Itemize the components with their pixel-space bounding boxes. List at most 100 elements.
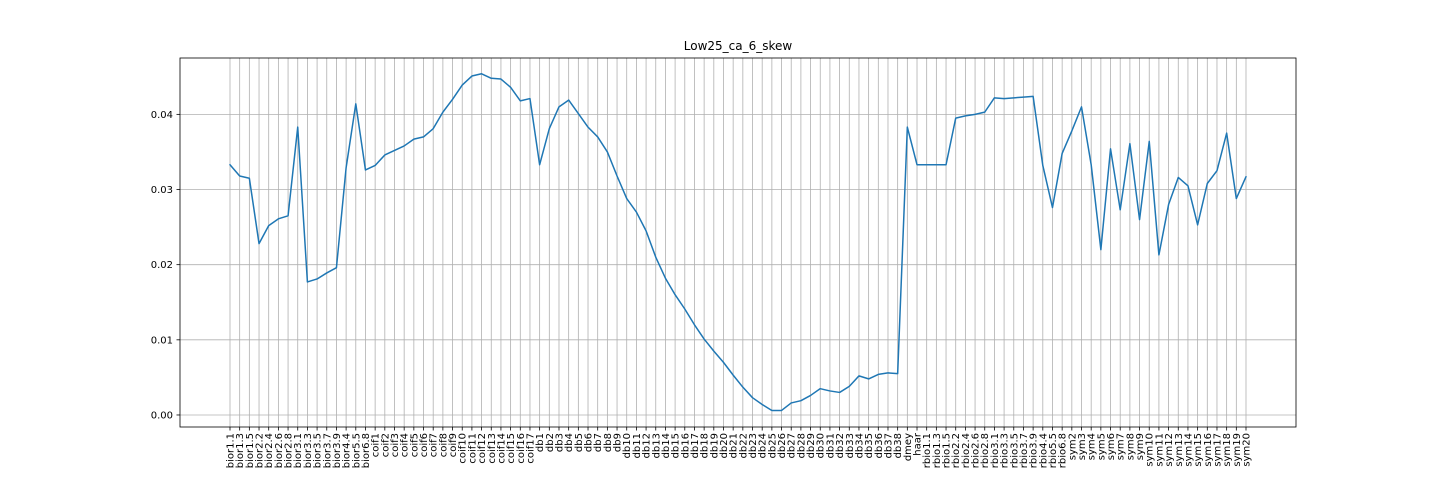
x-tick-label: db29 [806,433,817,458]
x-tick-label: sym16 [1203,433,1214,467]
series-line [229,73,1247,412]
x-tick-label: coif10 [458,433,469,464]
x-tick-label: sym15 [1193,433,1204,467]
x-tick-label: coif11 [467,433,478,464]
x-tick-label: db20 [719,433,730,458]
x-tick-label: db12 [642,433,653,458]
x-tick-label: db5 [574,433,585,452]
x-tick-label: bior2.8 [284,433,295,468]
x-tick-label: sym19 [1232,433,1243,467]
x-tick-label: bior2.2 [255,433,266,468]
x-tick-label: db25 [767,433,778,458]
x-tick-label: rbio2.6 [971,433,982,468]
x-tick-label: rbio3.3 [1000,433,1011,468]
x-tick-label: db35 [864,433,875,458]
x-tick-label: bior4.4 [342,433,353,468]
grid [180,58,1296,427]
x-tick-label: rbio3.5 [1009,433,1020,468]
x-tick-label: rbio1.5 [942,433,953,468]
x-tick-label: rbio2.2 [951,433,962,468]
x-tick-label: sym5 [1096,433,1107,460]
x-tick-label: db8 [603,433,614,452]
x-tick-label: db22 [738,433,749,458]
x-tick-label: sym4 [1087,433,1098,460]
x-tick-label: db17 [690,433,701,458]
x-tick-label: db13 [651,433,662,458]
x-tick-label: db11 [632,433,643,458]
x-tick-label: db15 [671,433,682,458]
x-tick-label: db27 [787,433,798,458]
x-tick-label: dmey [903,433,914,461]
x-tick-label: rbio3.9 [1029,433,1040,468]
x-tick-label: bior5.5 [351,433,362,468]
x-tick-label: sym14 [1183,433,1194,467]
x-tick-label: coif3 [390,433,401,457]
x-tick-label: coif4 [400,433,411,457]
plot-frame [179,57,1297,428]
y-tick-label: 0.00 [151,410,173,421]
x-tick-label: db32 [835,433,846,458]
x-tick-label: coif6 [419,433,430,457]
x-tick-label: coif9 [448,433,459,457]
x-tick-label: sym7 [1116,433,1127,460]
x-tick-label: coif15 [506,433,517,464]
x-tick-label: db24 [758,433,769,458]
x-tick-label: sym17 [1212,433,1223,467]
x-tick-label: db6 [584,433,595,452]
x-tick-label: db16 [680,433,691,458]
x-tick-label: rbio3.7 [1019,433,1030,468]
x-tick-label: sym13 [1174,433,1185,467]
x-tick-label: rbio3.1 [990,433,1001,468]
x-tick-label: sym11 [1154,433,1165,467]
x-tick-label: coif5 [409,433,420,457]
x-tick-label: coif17 [525,433,536,464]
x-tick-label: rbio1.1 [922,433,933,468]
x-tick-label: bior2.4 [264,433,275,468]
x-tick-label: bior6.8 [361,433,372,468]
x-tick-label: db2 [545,433,556,452]
x-tick-label: sym2 [1067,433,1078,460]
x-tick-label: coif8 [438,433,449,457]
y-tick-label: 0.02 [151,260,173,271]
x-tick-label: rbio2.4 [961,433,972,468]
x-tick-label: rbio5.5 [1048,433,1059,468]
x-tick-label: coif12 [477,433,488,464]
x-tick-label: bior3.7 [322,433,333,468]
chart-title: Low25_ca_6_skew [684,39,793,53]
x-tick-label: db37 [883,433,894,458]
x-tick-label: rbio4.4 [1038,433,1049,468]
y-tick-label: 0.01 [151,335,173,346]
x-tick-label: db14 [661,433,672,458]
x-tick-label: db1 [535,433,546,452]
x-tick-label: sym10 [1145,433,1156,467]
x-tick-label: bior3.1 [293,433,304,468]
x-tick-label: bior3.5 [313,433,324,468]
y-tick-label: 0.03 [151,185,173,196]
x-tick-label: coif16 [516,433,527,464]
x-tick-label: db28 [796,433,807,458]
x-tick-label: db26 [777,433,788,458]
x-tick-label: bior1.5 [245,433,256,468]
y-axis: 0.00 0.01 0.02 0.03 0.04 [151,110,180,421]
x-tick-label: db10 [622,433,633,458]
x-tick-label: sym9 [1135,433,1146,460]
x-tick-label: sym12 [1164,433,1175,467]
x-tick-label: db23 [748,433,759,458]
x-tick-label: sym18 [1222,433,1233,467]
x-tick-label: sym3 [1077,433,1088,460]
x-tick-label: coif7 [429,433,440,457]
x-tick-label: rbio1.3 [932,433,943,468]
x-tick-label: db36 [874,433,885,458]
x-tick-label: db21 [729,433,740,458]
x-tick-label: db31 [825,433,836,458]
x-tick-label: bior2.6 [274,433,285,468]
x-tick-label: coif14 [496,433,507,464]
x-tick-label: db18 [700,433,711,458]
x-tick-label: rbio6.8 [1058,433,1069,468]
x-tick-label: bior3.9 [332,433,343,468]
x-tick-label: coif1 [371,433,382,457]
x-tick-label: rbio2.8 [980,433,991,468]
x-tick-label: sym8 [1125,433,1136,460]
